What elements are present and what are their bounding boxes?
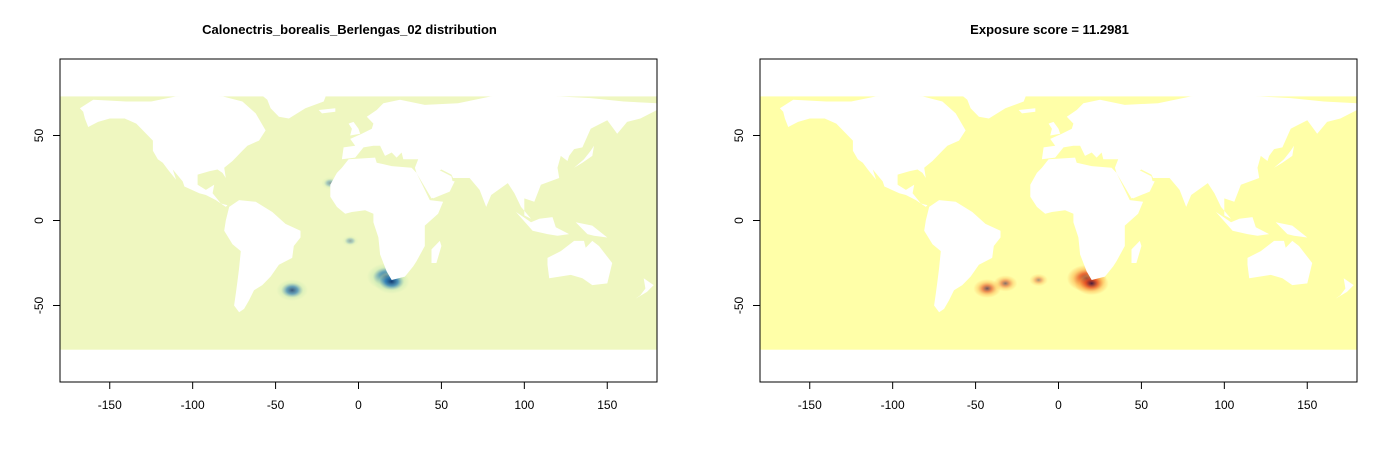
x-tick-label: -150	[98, 398, 122, 412]
land-africa	[330, 157, 444, 280]
y-tick-label: 0	[732, 217, 746, 224]
land-africa	[1030, 157, 1144, 280]
hotspot-3	[993, 275, 1018, 292]
land-south-america	[224, 200, 301, 313]
x-tick-label: 50	[435, 398, 449, 412]
x-tick-label: -50	[967, 398, 985, 412]
land-new-zealand	[1335, 278, 1354, 299]
land-uk	[1048, 121, 1061, 136]
land-south-america	[924, 200, 1001, 313]
land-iceland	[1018, 108, 1036, 114]
distribution-map: -150 -100 -50 0 50 100 150 -50 0 50	[32, 58, 658, 412]
land-arabia-gap	[1116, 169, 1153, 199]
y-tick-label: -50	[732, 297, 746, 315]
y-tick-label: 0	[32, 217, 46, 224]
y-tick-label: -50	[32, 297, 46, 315]
hotspot-2	[276, 279, 309, 302]
x-tick-label: 0	[355, 398, 362, 412]
x-tick-label: -150	[798, 398, 822, 412]
right-panel: Exposure score = 11.2981 -150 -100 -50 0 50 1…	[700, 0, 1399, 455]
chart-title: Exposure score = 11.2981	[970, 22, 1129, 37]
land-new-zealand	[635, 278, 654, 299]
land-greenland	[259, 79, 327, 119]
land-japan	[574, 145, 594, 168]
land-new-guinea	[575, 222, 608, 238]
x-tick-label: 100	[1214, 398, 1234, 412]
x-tick-label: -100	[881, 398, 905, 412]
land-iceland	[318, 108, 336, 114]
land-arabia-gap	[416, 169, 453, 199]
land-eurasia	[341, 89, 657, 219]
land-australia	[547, 240, 613, 286]
chart-title: Calonectris_borealis_Berlengas_02 distri…	[202, 22, 497, 37]
x-tick-label: 150	[597, 398, 617, 412]
land-madagascar	[1131, 240, 1142, 263]
land-greenland	[959, 79, 1027, 119]
hotspot-4	[1029, 273, 1048, 287]
hotspot-4	[342, 235, 359, 247]
x-tick-label: 0	[1055, 398, 1062, 412]
land-indonesia	[1216, 212, 1270, 236]
x-tick-label: 50	[1135, 398, 1149, 412]
x-tick-label: -50	[267, 398, 285, 412]
x-tick-label: -100	[181, 398, 205, 412]
x-tick-label: 150	[1297, 398, 1317, 412]
land-eurasia	[1041, 89, 1357, 219]
land-australia	[1247, 240, 1313, 286]
land-uk	[348, 121, 361, 136]
y-tick-label: 50	[32, 129, 46, 143]
land-new-guinea	[1275, 222, 1308, 238]
exposure-map: -150 -100 -50 0 50 100 150 -50 0 50	[732, 58, 1358, 412]
left-panel: Calonectris_borealis_Berlengas_02 distri…	[0, 0, 699, 455]
land-north-america	[779, 94, 966, 207]
land-north-america	[79, 94, 266, 207]
land-indonesia	[516, 212, 570, 236]
x-tick-label: 100	[514, 398, 534, 412]
y-tick-label: 50	[732, 129, 746, 143]
land-japan	[1274, 145, 1294, 168]
land-madagascar	[431, 240, 442, 263]
